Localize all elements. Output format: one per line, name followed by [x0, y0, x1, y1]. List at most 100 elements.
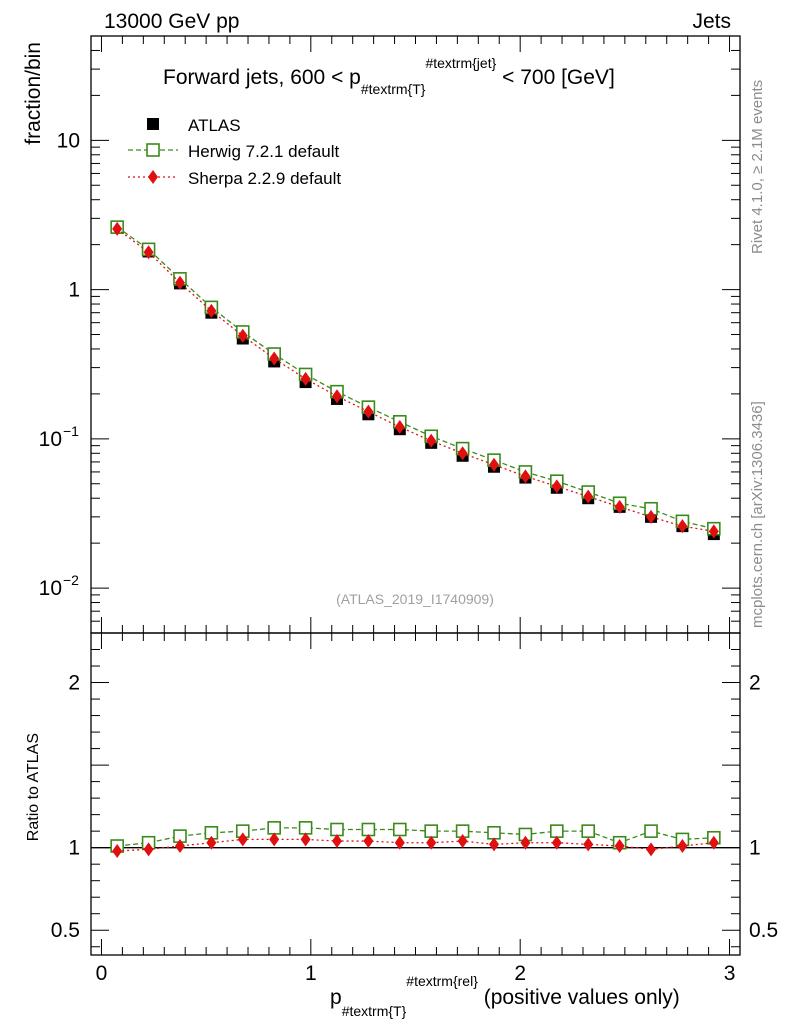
- series-herwig-7-2-1-default: [110, 220, 721, 536]
- ratio-y-tick-label: 0.5: [51, 919, 80, 942]
- ratio-point-sherpa-2-2-9-default: [363, 834, 374, 849]
- x-tick-label: 2: [514, 962, 526, 985]
- ratio-point-herwig-7-2-1-default: [330, 822, 344, 837]
- point-sherpa-2-2-9-default: [174, 275, 185, 290]
- line-sherpa-2-2-9-default: [116, 228, 714, 532]
- ratio-plot-frame: [90, 632, 741, 956]
- ratio-point-sherpa-2-2-9-default: [426, 835, 437, 850]
- point-sherpa-2-2-9-default: [269, 351, 280, 366]
- ratio-point-herwig-7-2-1-default: [581, 824, 596, 838]
- ratio-point-sherpa-2-2-9-default: [394, 835, 405, 850]
- ratio-point-herwig-7-2-1-default: [298, 821, 313, 835]
- point-sherpa-2-2-9-default: [677, 519, 688, 534]
- y-tick-label-exponent: −2: [63, 572, 79, 588]
- point-sherpa-2-2-9-default: [489, 457, 500, 472]
- ratio-point-herwig-7-2-1-default: [361, 822, 376, 837]
- ratio-y-tick-label-right: 0.5: [749, 919, 778, 942]
- point-sherpa-2-2-9-default: [394, 420, 405, 435]
- data-series: [110, 220, 721, 858]
- side-label-bottom: mcplots.cern.ch [arXiv:1306.3436]: [749, 401, 766, 628]
- point-sherpa-2-2-9-default: [112, 221, 123, 236]
- chart-title-suffix: < 700 [GeV]: [496, 66, 615, 89]
- line-herwig-7-2-1-default: [116, 226, 714, 530]
- legend-item: Herwig 7.2.1 default: [128, 142, 339, 161]
- ratio-y-tick-label: 2: [68, 672, 80, 695]
- point-sherpa-2-2-9-default: [583, 489, 594, 504]
- point-sherpa-2-2-9-default: [331, 389, 342, 404]
- legend-marker: [148, 170, 158, 184]
- ratio-point-sherpa-2-2-9-default: [112, 843, 123, 858]
- ratio-point-herwig-7-2-1-default: [644, 824, 658, 838]
- ratio-point-herwig-7-2-1-default: [267, 821, 281, 835]
- ratio-point-sherpa-2-2-9-default: [551, 835, 562, 850]
- series-atlas: [111, 221, 720, 541]
- chart-title-prefix: Forward jets, 600 < p: [163, 66, 361, 89]
- x-axis-label-base: p: [330, 986, 342, 1009]
- watermark: (ATLAS_2019_I1740909): [336, 591, 494, 607]
- x-axis-label-suffix: (positive values only): [478, 986, 680, 1009]
- ratio-point-sherpa-2-2-9-default: [677, 839, 688, 854]
- legend-item: Sherpa 2.2.9 default: [128, 169, 341, 188]
- ratio-series-sherpa-2-2-9-default: [112, 832, 719, 858]
- ratio-y-tick-label-right: 2: [749, 672, 761, 695]
- legend: ATLAS Herwig 7.2.1 default Sherpa 2.2.9 de…: [128, 116, 341, 188]
- ratio-point-sherpa-2-2-9-default: [614, 839, 625, 854]
- series-sherpa-2-2-9-default: [112, 221, 719, 539]
- ratio-point-sherpa-2-2-9-default: [583, 837, 594, 852]
- point-sherpa-2-2-9-default: [646, 509, 657, 524]
- point-sherpa-2-2-9-default: [300, 371, 311, 386]
- ratio-point-sherpa-2-2-9-default: [489, 837, 500, 852]
- x-axis-label: p#textrm{T} #textrm{rel} (positive values…: [330, 973, 680, 1019]
- point-sherpa-2-2-9-default: [708, 524, 719, 539]
- legend-marker: [146, 143, 160, 157]
- point-sherpa-2-2-9-default: [457, 446, 468, 461]
- chart-title: Forward jets, 600 < p#textrm{T} #textrm{j…: [163, 55, 615, 97]
- point-sherpa-2-2-9-default: [426, 433, 437, 448]
- ratio-point-sherpa-2-2-9-default: [300, 832, 311, 847]
- x-tick-label: 1: [305, 962, 317, 985]
- ratio-point-sherpa-2-2-9-default: [237, 832, 248, 847]
- header-right: Jets: [692, 10, 731, 33]
- chart-title-sup: #textrm{jet}: [425, 55, 496, 71]
- y-tick-label-exponent: −1: [63, 423, 79, 439]
- ratio-point-herwig-7-2-1-default: [550, 824, 564, 838]
- ratio-point-sherpa-2-2-9-default: [331, 834, 342, 849]
- y-axis-label: fraction/bin: [22, 42, 45, 145]
- ratio-point-sherpa-2-2-9-default: [457, 834, 468, 849]
- y-tick-label: 10: [57, 129, 80, 152]
- ratio-point-sherpa-2-2-9-default: [646, 842, 657, 857]
- x-axis-label-sub: #textrm{T}: [342, 1003, 407, 1019]
- point-sherpa-2-2-9-default: [206, 303, 217, 318]
- ratio-point-sherpa-2-2-9-default: [206, 835, 217, 850]
- ratio-y-tick-label-right: 1: [749, 837, 761, 860]
- ratio-point-sherpa-2-2-9-default: [708, 835, 719, 850]
- point-sherpa-2-2-9-default: [520, 469, 531, 484]
- y-tick-label: 10: [39, 428, 62, 451]
- legend-label: ATLAS: [188, 116, 241, 135]
- ratio-point-herwig-7-2-1-default: [487, 826, 501, 840]
- ratio-y-tick-label: 1: [68, 837, 80, 860]
- legend-item: ATLAS: [147, 116, 241, 135]
- ratio-point-sherpa-2-2-9-default: [174, 839, 185, 854]
- chart-title-sub: #textrm{T}: [361, 81, 426, 97]
- x-tick-label: 3: [724, 962, 736, 985]
- legend-marker: [147, 118, 159, 130]
- side-label-top: Rivet 4.1.0, ≥ 2.1M events: [749, 80, 766, 254]
- ratio-point-herwig-7-2-1-default: [424, 824, 439, 838]
- x-axis-label-sup: #textrm{rel}: [406, 973, 478, 989]
- y-tick-label: 10: [39, 577, 62, 600]
- ratio-point-sherpa-2-2-9-default: [269, 832, 280, 847]
- ratio-y-axis-label: Ratio to ATLAS: [25, 733, 42, 841]
- point-sherpa-2-2-9-default: [551, 479, 562, 494]
- point-sherpa-2-2-9-default: [363, 404, 374, 419]
- y-tick-label: 1: [68, 279, 80, 302]
- ratio-point-herwig-7-2-1-default: [392, 822, 407, 837]
- axis-ticks: [91, 35, 740, 955]
- legend-label: Herwig 7.2.1 default: [188, 142, 339, 161]
- ratio-point-sherpa-2-2-9-default: [143, 842, 154, 857]
- header-left: 13000 GeV pp: [104, 10, 239, 33]
- point-sherpa-2-2-9-default: [237, 328, 248, 343]
- point-sherpa-2-2-9-default: [614, 499, 625, 514]
